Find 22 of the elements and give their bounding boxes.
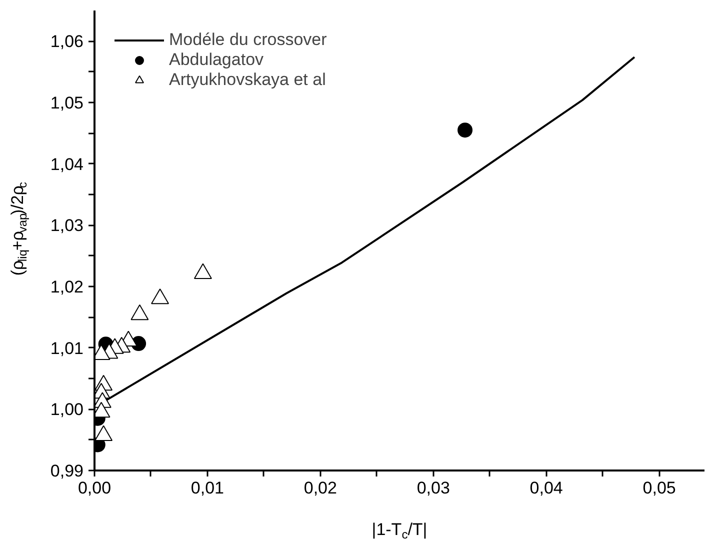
point — [194, 263, 212, 280]
y-tick-label: 1,05 — [50, 94, 84, 112]
point — [151, 288, 170, 304]
x-tick-label: 0,04 — [530, 478, 563, 498]
point — [130, 304, 149, 320]
x-tick-label: 0,02 — [304, 478, 337, 498]
legend-label: Abdulagatov — [169, 50, 264, 70]
x-tick-label: 0,03 — [416, 478, 450, 498]
y-axis-title: (ρliq+ρvap)/2ρc — [8, 182, 30, 276]
legend-label: Modéle du crossover — [169, 30, 327, 50]
y-tick-label: 1,01 — [50, 338, 84, 358]
legend-label: Artyukhovskaya et al — [169, 70, 326, 90]
y-tick-label: 0,99 — [50, 462, 84, 480]
y-tick-label: 1,06 — [50, 32, 84, 52]
y-tick-label: 1,02 — [50, 278, 84, 296]
x-tick-label: 0,05 — [642, 478, 676, 498]
x-tick-label: 0,00 — [78, 478, 112, 498]
y-tick-label: 1,00 — [50, 400, 84, 420]
y-tick-label: 1,04 — [50, 154, 84, 174]
x-tick-label: 0,01 — [190, 478, 224, 498]
point — [94, 425, 113, 441]
y-tick-label: 1,03 — [50, 216, 84, 236]
